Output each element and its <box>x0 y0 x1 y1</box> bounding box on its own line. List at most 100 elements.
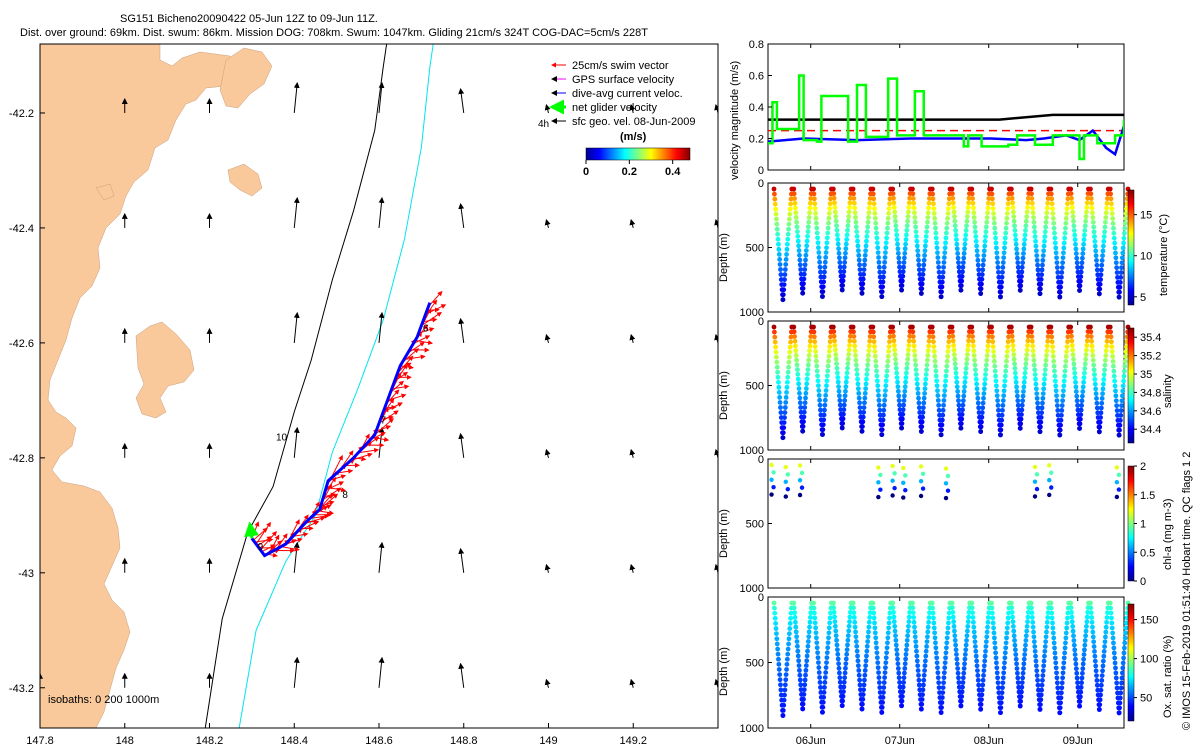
dive-sample <box>865 357 871 363</box>
dive-sample <box>777 400 783 405</box>
dive-sample <box>1084 205 1090 210</box>
dive-sample <box>1117 284 1123 290</box>
dive-sample <box>1033 658 1039 664</box>
dive-sample <box>786 641 791 647</box>
dive-sample <box>931 206 937 211</box>
dive-sample <box>1024 347 1030 353</box>
dive-sample <box>842 675 848 681</box>
dive-sample <box>857 262 862 268</box>
dive-sample <box>915 386 921 392</box>
dive-sample <box>1008 324 1014 330</box>
dive-sample <box>887 339 892 345</box>
dive-sample <box>894 370 900 376</box>
dive-sample <box>1010 200 1015 206</box>
dive-sample <box>978 429 984 434</box>
dive-sample <box>962 246 967 252</box>
dive-sample <box>870 605 876 611</box>
dive-sample <box>906 342 912 348</box>
dive-sample <box>1111 645 1117 651</box>
track-day-label: 6 <box>423 323 429 334</box>
dive-sample <box>866 343 872 349</box>
dive-sample <box>775 651 781 657</box>
dive-sample <box>820 432 825 437</box>
dive-sample <box>964 218 970 224</box>
dive-sample <box>954 652 959 657</box>
dive-sample <box>956 402 962 408</box>
dive-sample <box>854 643 860 649</box>
legend-label: GPS surface velocity <box>572 74 675 86</box>
dive-sample <box>954 384 960 390</box>
dive-sample <box>837 264 843 270</box>
dive-sample <box>1059 408 1065 413</box>
dive-sample <box>1114 270 1120 275</box>
dive-sample <box>782 692 787 698</box>
dive-sample <box>854 234 860 239</box>
dive-sample <box>1083 352 1089 358</box>
dive-sample <box>1113 398 1119 404</box>
legend-label: dive-avg current veloc. <box>572 88 683 100</box>
dive-sample <box>801 271 807 277</box>
dive-sample <box>913 367 919 373</box>
dive-sample <box>978 706 984 712</box>
dive-sample <box>931 615 936 621</box>
dive-sample <box>1069 333 1074 339</box>
dive-sample <box>880 422 885 428</box>
dive-sample <box>904 642 910 648</box>
dive-sample <box>903 375 909 380</box>
dive-sample <box>1035 405 1041 411</box>
map-ytick-label: -43 <box>18 568 34 580</box>
dive-sample <box>972 362 978 368</box>
dive-sample <box>914 648 919 654</box>
dive-sample <box>1020 393 1026 399</box>
chla-sample <box>1049 470 1054 475</box>
dive-sample <box>835 237 841 242</box>
velocity-series <box>768 113 1124 121</box>
dive-sample <box>1107 324 1113 330</box>
dive-sample <box>821 694 827 700</box>
dive-sample <box>900 689 906 695</box>
dive-sample <box>1121 645 1127 651</box>
dive-sample <box>922 253 927 258</box>
dive-sample <box>1117 289 1122 295</box>
dive-sample <box>1025 609 1031 615</box>
dive-sample <box>955 670 961 676</box>
dive-sample <box>853 362 859 368</box>
dive-sample <box>1082 366 1088 371</box>
swim-vector <box>374 418 394 436</box>
dive-sample <box>871 334 877 340</box>
dive-sample <box>1069 338 1075 344</box>
dive-sample <box>993 655 999 661</box>
dive-sample <box>911 343 917 349</box>
dive-sample <box>827 206 833 211</box>
dive-sample <box>1090 215 1096 220</box>
day-tick-label: 08Jun <box>974 735 1004 747</box>
dive-sample <box>887 615 892 621</box>
dive-sample <box>1079 393 1085 399</box>
swim-vector <box>421 312 442 327</box>
dive-sample <box>1120 388 1126 394</box>
dive-sample <box>834 223 839 229</box>
dive-sample <box>958 283 964 289</box>
dive-sample <box>1099 673 1105 679</box>
dive-sample <box>832 347 838 353</box>
dive-sample <box>1038 692 1044 698</box>
swim-vector <box>403 354 426 360</box>
dive-sample <box>860 692 866 697</box>
dive-sample <box>805 648 810 654</box>
dive-sample <box>784 390 789 395</box>
dive-sample <box>815 235 821 241</box>
dive-sample <box>956 264 962 270</box>
dive-sample <box>781 697 787 703</box>
dive-sample <box>1078 412 1084 418</box>
dive-sample <box>951 619 957 625</box>
sfc-geo-arrow <box>293 81 300 114</box>
dive-sample <box>981 663 987 669</box>
dive-sample <box>1004 354 1010 359</box>
dive-sample <box>961 251 967 256</box>
dive-sample <box>773 211 779 217</box>
dive-sample <box>989 334 995 340</box>
dive-sample <box>963 370 969 376</box>
dive-sample <box>905 218 911 224</box>
dive-sample <box>834 642 840 648</box>
dive-sample <box>1010 338 1015 344</box>
